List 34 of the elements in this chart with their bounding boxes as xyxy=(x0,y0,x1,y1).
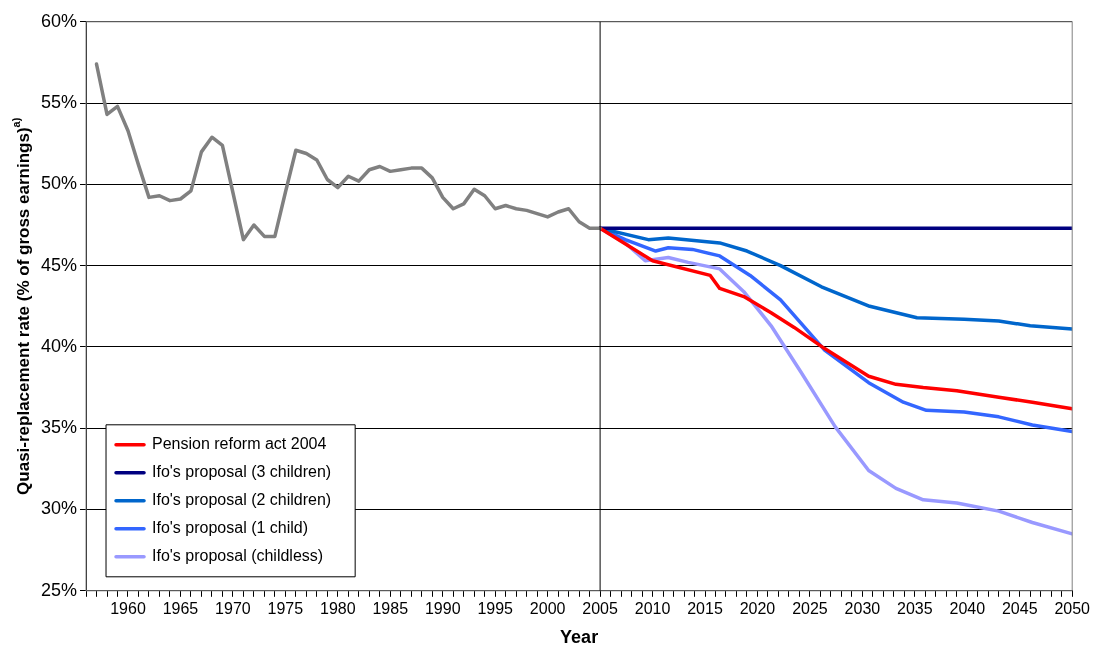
x-tick-label: 1985 xyxy=(372,599,409,617)
x-tick-label: 1960 xyxy=(110,599,146,617)
x-tick-label: 2000 xyxy=(529,599,566,617)
x-tick-label: 2050 xyxy=(1054,599,1091,617)
y-tick-label: 55% xyxy=(41,92,78,113)
x-tick-label: 2010 xyxy=(634,599,671,617)
x-tick-label: 2025 xyxy=(792,599,828,617)
x-tick-label: 2040 xyxy=(949,599,986,617)
x-tick-label: 2030 xyxy=(844,599,881,617)
x-tick-label: 2045 xyxy=(1001,599,1038,617)
x-tick-label: 2005 xyxy=(582,599,618,617)
y-tick-label: 50% xyxy=(41,173,78,194)
legend-label: Ifo's proposal (3 children) xyxy=(152,463,332,481)
legend-label: Ifo's proposal (2 children) xyxy=(152,491,332,509)
y-tick-label: 35% xyxy=(41,417,78,438)
y-tick-label: 45% xyxy=(41,254,78,275)
x-tick-label: 1990 xyxy=(424,599,461,617)
x-tick-label: 2015 xyxy=(687,599,723,617)
y-tick-label: 60% xyxy=(41,10,78,31)
y-axis-title: Quasi-replacement rate (% of gross earnings)a) xyxy=(10,117,33,495)
x-tick-label: 1995 xyxy=(477,599,514,617)
y-tick-label: 30% xyxy=(41,498,78,519)
legend-label: Ifo's proposal (childless) xyxy=(152,547,324,565)
x-tick-label: 1970 xyxy=(215,599,251,617)
y-tick-label: 40% xyxy=(41,335,78,356)
legend-label: Ifo's proposal (1 child) xyxy=(152,519,309,537)
y-tick-label: 25% xyxy=(41,579,78,600)
x-tick-label: 1965 xyxy=(162,599,199,617)
x-tick-label: 2035 xyxy=(897,599,933,617)
x-tick-label: 1980 xyxy=(320,599,356,617)
x-axis-title: Year xyxy=(560,626,599,647)
legend-label: Pension reform act 2004 xyxy=(152,435,327,453)
x-tick-label: 2020 xyxy=(739,599,776,617)
x-tick-label: 1975 xyxy=(267,599,304,617)
